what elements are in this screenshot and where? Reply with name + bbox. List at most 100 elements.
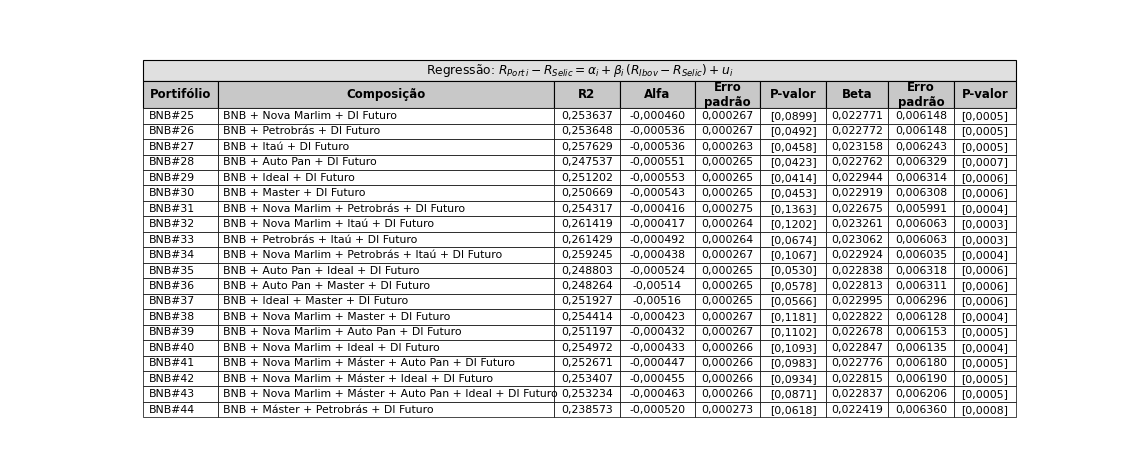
- Bar: [620, 201, 694, 216]
- Bar: [554, 247, 620, 263]
- Bar: [144, 309, 218, 325]
- Text: 0,022813: 0,022813: [831, 281, 883, 291]
- Bar: [144, 402, 218, 417]
- Bar: [218, 108, 554, 124]
- Bar: [694, 186, 760, 201]
- Text: 0,000265: 0,000265: [701, 281, 753, 291]
- Text: 0,006128: 0,006128: [895, 312, 947, 322]
- Text: 0,022944: 0,022944: [831, 173, 883, 183]
- Text: 0,000267: 0,000267: [701, 327, 753, 337]
- Text: [0,0004]: [0,0004]: [961, 312, 1009, 322]
- Bar: [694, 294, 760, 309]
- Text: 0,006135: 0,006135: [895, 343, 947, 353]
- Bar: [694, 247, 760, 263]
- Text: -0,000553: -0,000553: [629, 173, 685, 183]
- Bar: [955, 402, 1016, 417]
- Bar: [888, 186, 955, 201]
- Text: [0,0530]: [0,0530]: [770, 266, 817, 276]
- Text: [0,0453]: [0,0453]: [770, 188, 817, 198]
- Text: [0,1093]: [0,1093]: [770, 343, 817, 353]
- Bar: [620, 402, 694, 417]
- Bar: [218, 124, 554, 139]
- Text: BNB#39: BNB#39: [148, 327, 195, 337]
- Bar: [827, 154, 888, 170]
- Text: -0,000417: -0,000417: [629, 219, 685, 229]
- Text: BNB + Nova Marlim + Itaú + DI Futuro: BNB + Nova Marlim + Itaú + DI Futuro: [223, 219, 434, 229]
- Text: 0,006329: 0,006329: [895, 157, 947, 167]
- Bar: [694, 201, 760, 216]
- Bar: [554, 294, 620, 309]
- Text: [0,0004]: [0,0004]: [961, 250, 1009, 260]
- Text: 0,022776: 0,022776: [831, 358, 883, 368]
- Text: [0,0006]: [0,0006]: [961, 188, 1009, 198]
- Bar: [760, 371, 827, 387]
- Text: 0,000267: 0,000267: [701, 250, 753, 260]
- Bar: [760, 325, 827, 340]
- Bar: [554, 263, 620, 278]
- Bar: [620, 186, 694, 201]
- Bar: [694, 232, 760, 247]
- Text: 0,254972: 0,254972: [561, 343, 613, 353]
- Text: BNB + Master + DI Futuro: BNB + Master + DI Futuro: [223, 188, 365, 198]
- Text: -0,000524: -0,000524: [629, 266, 685, 276]
- Text: Erro
padrão: Erro padrão: [705, 81, 751, 109]
- Bar: [955, 356, 1016, 371]
- Bar: [554, 201, 620, 216]
- Text: 0,022771: 0,022771: [831, 111, 883, 121]
- Text: [0,0005]: [0,0005]: [961, 358, 1009, 368]
- Bar: [888, 340, 955, 356]
- Text: -0,000543: -0,000543: [629, 188, 685, 198]
- Bar: [955, 387, 1016, 402]
- Bar: [827, 232, 888, 247]
- Text: 0,006063: 0,006063: [895, 235, 948, 244]
- Bar: [888, 216, 955, 232]
- Text: 0,257629: 0,257629: [561, 142, 613, 152]
- Text: [0,0006]: [0,0006]: [961, 266, 1009, 276]
- Bar: [760, 201, 827, 216]
- Text: [0,0008]: [0,0008]: [961, 405, 1009, 414]
- Text: 0,006311: 0,006311: [895, 281, 947, 291]
- Bar: [554, 402, 620, 417]
- Bar: [827, 278, 888, 294]
- Text: BNB + Auto Pan + DI Futuro: BNB + Auto Pan + DI Futuro: [223, 157, 377, 167]
- Text: 0,000266: 0,000266: [701, 358, 753, 368]
- Bar: [218, 294, 554, 309]
- Bar: [218, 216, 554, 232]
- Text: BNB#25: BNB#25: [148, 111, 195, 121]
- Bar: [144, 278, 218, 294]
- Bar: [218, 340, 554, 356]
- Text: -0,000551: -0,000551: [629, 157, 685, 167]
- Text: [0,0005]: [0,0005]: [961, 327, 1009, 337]
- Bar: [827, 402, 888, 417]
- Text: 0,022762: 0,022762: [831, 157, 883, 167]
- Bar: [888, 402, 955, 417]
- Text: BNB + Ideal + Master + DI Futuro: BNB + Ideal + Master + DI Futuro: [223, 296, 408, 307]
- Text: [0,0578]: [0,0578]: [770, 281, 817, 291]
- Text: 0,000267: 0,000267: [701, 312, 753, 322]
- Bar: [955, 81, 1016, 108]
- Bar: [760, 139, 827, 154]
- Bar: [694, 325, 760, 340]
- Text: -0,000432: -0,000432: [629, 327, 685, 337]
- Text: BNB#33: BNB#33: [148, 235, 195, 244]
- Bar: [144, 139, 218, 154]
- Text: Beta: Beta: [841, 88, 872, 101]
- Bar: [144, 124, 218, 139]
- Bar: [620, 247, 694, 263]
- Text: BNB#27: BNB#27: [148, 142, 195, 152]
- Bar: [554, 325, 620, 340]
- Bar: [888, 154, 955, 170]
- Bar: [955, 108, 1016, 124]
- Bar: [888, 263, 955, 278]
- Text: BNB + Nova Marlim + Petrobrás + DI Futuro: BNB + Nova Marlim + Petrobrás + DI Futur…: [223, 203, 465, 214]
- Bar: [144, 201, 218, 216]
- Bar: [144, 170, 218, 186]
- Bar: [888, 139, 955, 154]
- Text: Alfa: Alfa: [644, 88, 671, 101]
- Bar: [827, 201, 888, 216]
- Text: 0,006180: 0,006180: [895, 358, 948, 368]
- Bar: [218, 201, 554, 216]
- Bar: [955, 309, 1016, 325]
- Text: -0,000438: -0,000438: [629, 250, 685, 260]
- Bar: [620, 139, 694, 154]
